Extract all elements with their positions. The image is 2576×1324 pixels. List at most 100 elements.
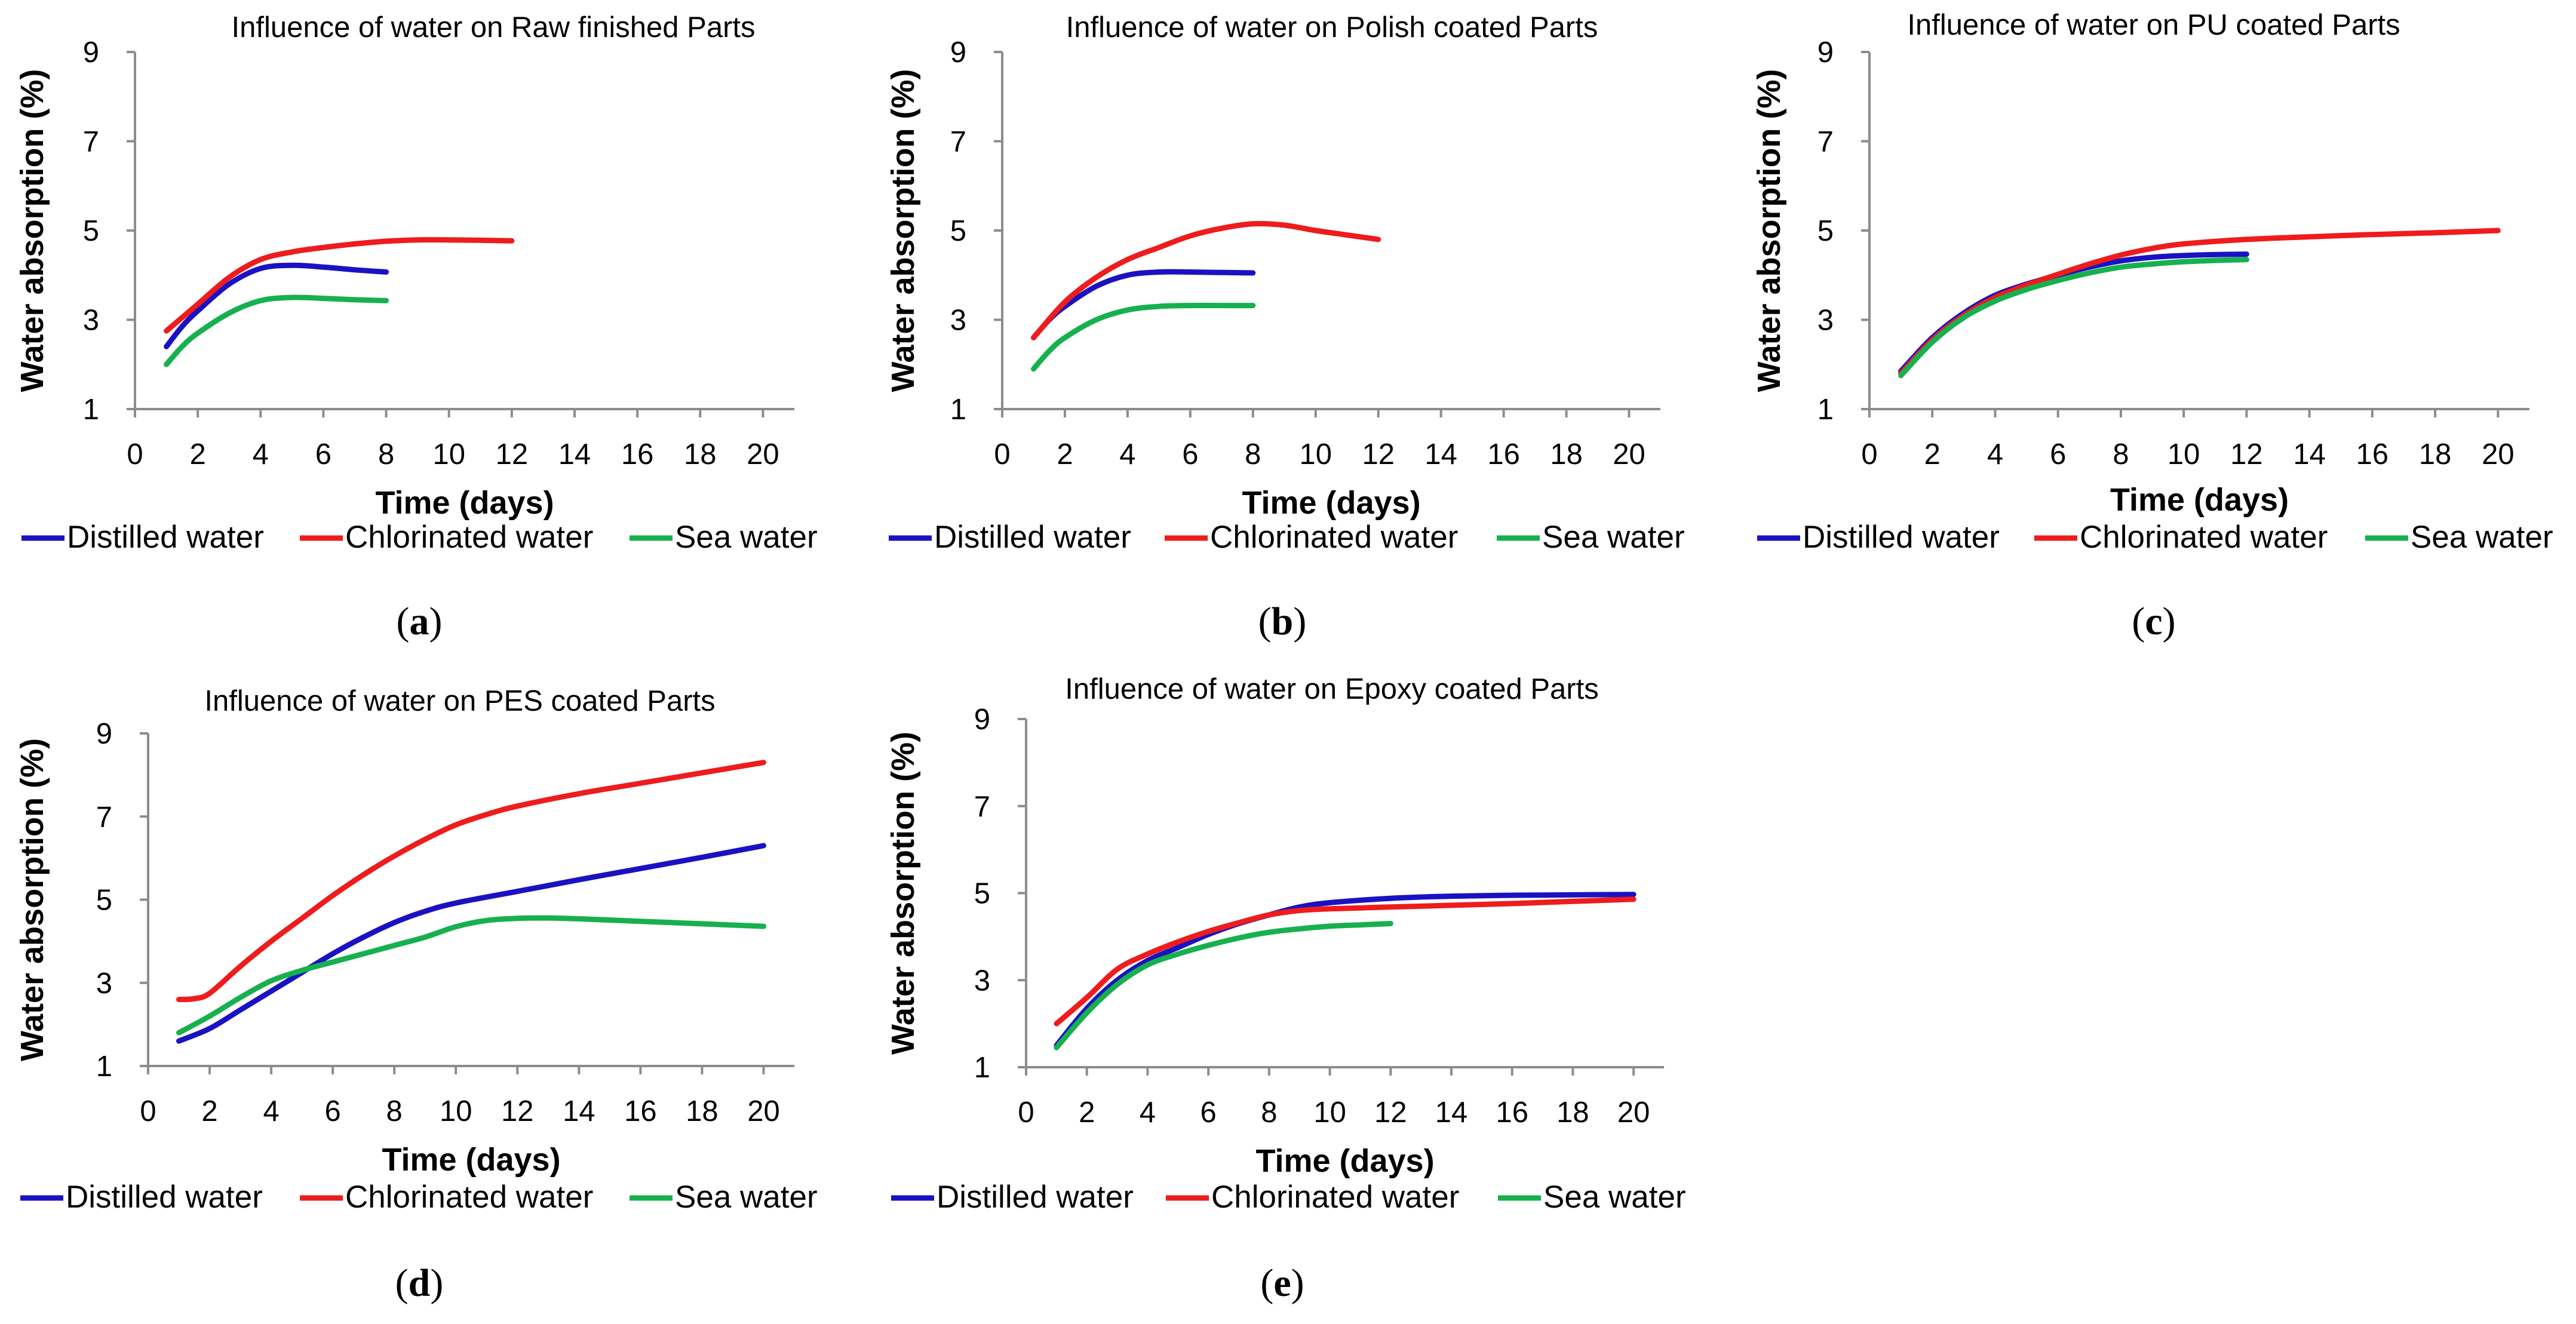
x-tick-label: 2 [1057,438,1073,471]
series-line-chlorinated-water [176,760,766,1003]
x-axis-title: Time (days) [2110,482,2289,518]
x-tick-label: 2 [1924,438,1941,471]
x-tick-label: 14 [1424,438,1457,471]
panel-label: (b) [1258,600,1307,643]
legend-label-chlorinated-water: Chlorinated water [1211,1179,1459,1215]
panel-label: (e) [1260,1261,1304,1305]
legend-label-chlorinated-water: Chlorinated water [1210,520,1458,555]
x-tick-label: 12 [1362,438,1395,471]
x-tick-label: 0 [1861,438,1877,471]
y-tick-label: 3 [974,964,990,997]
x-tick-label: 10 [1313,1096,1346,1129]
y-tick-label: 7 [83,126,99,158]
chart-panel-a: 1 3 5 7 9 0 2 4 6 8 10 12 14 16 18 20 Influence of water… [14,11,818,643]
y-axis-title: Water absorption (%) [14,69,50,392]
y-tick-label: 1 [83,394,99,426]
x-tick-label: 0 [127,438,143,471]
x-axis-title: Time (days) [382,1142,560,1178]
x-tick-label: 8 [2113,438,2129,471]
x-tick-label: 18 [1556,1096,1589,1129]
x-tick-label: 14 [1435,1096,1468,1129]
y-axis-title: Water absorption (%) [885,69,921,392]
x-tick-label: 4 [1119,438,1135,471]
y-tick-label: 7 [950,126,966,158]
x-tick-label: 18 [684,438,717,471]
y-tick-label: 7 [974,791,990,823]
x-tick-label: 6 [1182,438,1198,471]
x-tick-label: 4 [253,438,269,471]
y-tick-label: 9 [96,718,112,750]
x-tick-label: 4 [1987,438,2003,471]
series-line-chlorinated-water [1054,896,1637,1027]
x-tick-label: 14 [563,1095,595,1128]
y-tick-label: 3 [83,305,99,337]
y-tick-label: 9 [974,704,990,736]
x-tick-label: 2 [190,438,206,471]
x-tick-label: 8 [1261,1096,1277,1129]
x-tick-label: 6 [1201,1096,1217,1129]
x-tick-label: 12 [1374,1096,1407,1129]
y-axis-title: Water absorption (%) [14,738,50,1061]
x-tick-label: 10 [440,1095,472,1128]
x-tick-label: 14 [558,438,591,471]
series-line-sea-water [1031,302,1256,372]
x-tick-label: 16 [2356,438,2389,471]
y-tick-label: 3 [96,967,112,1000]
y-tick-label: 3 [1817,305,1834,337]
series-line-sea-water [176,915,766,1036]
y-tick-label: 5 [950,215,966,247]
legend-label-distilled-water: Distilled water [1803,520,2000,555]
chart-panel-e: 1 3 5 7 9 0 2 4 6 8 10 12 14 16 18 20 Influence of water… [885,673,1686,1305]
chart-panel-c: 1 3 5 7 9 0 2 4 6 8 10 12 14 16 18 20 Influence of water… [1751,9,2553,643]
y-tick-label: 5 [974,878,990,910]
x-tick-label: 16 [624,1095,657,1128]
x-tick-label: 10 [2167,438,2200,471]
chart-title: Influence of water on Raw finished Parts [231,11,755,44]
y-tick-label: 5 [96,884,112,917]
y-axis-title: Water absorption (%) [885,732,921,1055]
y-tick-label: 1 [96,1050,112,1083]
x-tick-label: 12 [2230,438,2263,471]
legend-label-distilled-water: Distilled water [937,1179,1134,1215]
legend-label-distilled-water: Distilled water [934,520,1131,555]
legend-label-sea-water: Sea water [675,520,818,555]
series-line-chlorinated-water [1031,221,1381,340]
legend-label-sea-water: Sea water [1543,1179,1686,1215]
y-tick-label: 1 [974,1052,990,1084]
chart-panel-d: 1 3 5 7 9 0 2 4 6 8 10 12 14 16 18 20 Influence of water… [14,685,818,1305]
x-tick-label: 20 [747,1095,780,1128]
x-tick-label: 16 [1487,438,1520,471]
series-line-sea-water [164,294,389,367]
legend-label-sea-water: Sea water [675,1179,818,1215]
x-tick-label: 8 [386,1095,403,1128]
y-tick-label: 1 [1817,394,1834,426]
y-tick-label: 9 [1817,36,1834,69]
y-tick-label: 7 [96,801,112,833]
x-tick-label: 20 [747,438,779,471]
x-tick-label: 18 [1550,438,1583,471]
y-axis-title: Water absorption (%) [1751,69,1787,392]
x-tick-label: 10 [432,438,465,471]
x-axis-title: Time (days) [375,485,554,521]
y-tick-label: 7 [1817,126,1834,158]
x-tick-label: 16 [621,438,654,471]
series-line-distilled-water [176,843,766,1044]
y-tick-label: 5 [83,215,99,247]
x-tick-label: 6 [315,438,331,471]
x-tick-label: 0 [140,1095,156,1128]
chart-title: Influence of water on Polish coated Part… [1066,11,1598,44]
x-tick-label: 18 [2419,438,2452,471]
y-tick-label: 3 [950,305,966,337]
x-tick-label: 20 [1617,1096,1650,1129]
series-line-distilled-water [164,262,389,349]
legend-label-sea-water: Sea water [1542,520,1685,555]
y-tick-label: 9 [83,36,99,69]
legend-label-chlorinated-water: Chlorinated water [2080,520,2328,555]
x-tick-label: 10 [1300,438,1332,471]
chart-panel-b: 1 3 5 7 9 0 2 4 6 8 10 12 14 16 18 20 Influence of water… [885,11,1685,643]
chart-title: Influence of water on PU coated Parts [1907,9,2400,41]
x-tick-label: 6 [2050,438,2066,471]
series-line-chlorinated-water [164,236,515,334]
legend-label-chlorinated-water: Chlorinated water [345,1179,593,1215]
